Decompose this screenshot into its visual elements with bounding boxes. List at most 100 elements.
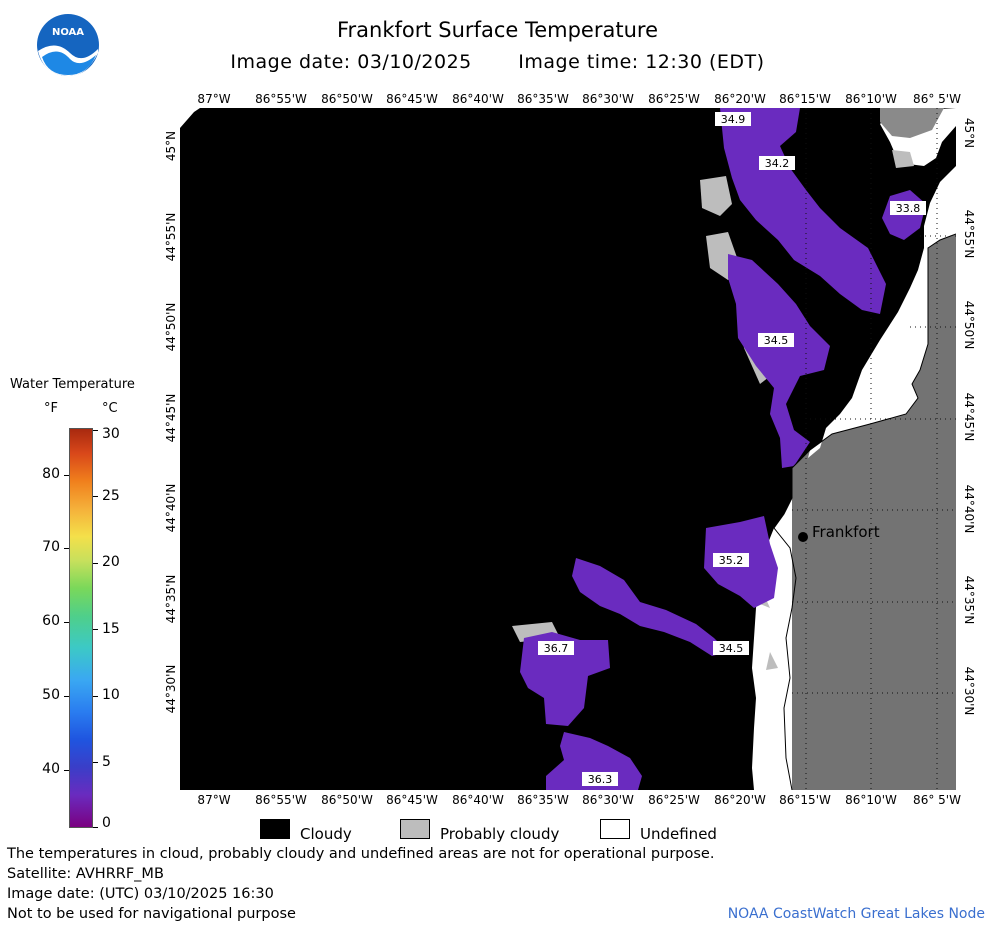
- lon-label-top: 86°35'W: [517, 92, 569, 106]
- temp-label-box: [759, 156, 795, 170]
- lat-label-right: 44°45'N: [962, 392, 976, 442]
- lat-label-left: 44°40'N: [164, 483, 178, 533]
- temperature-labels: 34.9 34.2 33.8 34.5 35.2 36.7 34.5 36.3: [538, 112, 926, 786]
- c-tick: [93, 762, 98, 763]
- lon-label-bottom: 86°15'W: [779, 793, 831, 807]
- lon-label-bottom: 86°45'W: [386, 793, 438, 807]
- city-marker: [798, 532, 808, 542]
- c-tick: [93, 430, 98, 431]
- legend-unit-f: °F: [44, 401, 58, 416]
- lon-label-top: 86°15'W: [779, 92, 831, 106]
- undefined-key-swatch: [600, 819, 630, 839]
- c-tick-label: 10: [102, 687, 120, 703]
- temp-label-box: [715, 112, 751, 126]
- probably-cloudy-key-label: Probably cloudy: [440, 825, 560, 843]
- probably-cloudy-area: [766, 652, 778, 670]
- f-tick-label: 80: [42, 466, 60, 482]
- lat-label-right: 44°40'N: [962, 484, 976, 534]
- c-tick-label: 5: [102, 754, 111, 770]
- lon-label-bottom: 86° 5'W: [913, 793, 961, 807]
- temp-label: 34.5: [764, 334, 789, 347]
- f-tick: [64, 475, 69, 476]
- water-temp-area: [728, 254, 830, 468]
- land-area: [792, 234, 956, 790]
- lon-label-top: 86°45'W: [386, 92, 438, 106]
- shoreline: [773, 233, 956, 790]
- temp-label-box: [890, 201, 926, 215]
- c-tick-label: 30: [102, 426, 120, 442]
- c-tick-label: 0: [102, 815, 111, 831]
- temp-label-box: [758, 333, 794, 347]
- f-tick: [64, 548, 69, 549]
- satellite-text: Satellite: AVHRRF_MB: [7, 866, 164, 882]
- lat-label-left: 44°50'N: [164, 302, 178, 352]
- c-tick: [93, 696, 98, 697]
- lon-label-bottom: 86°25'W: [648, 793, 700, 807]
- f-tick: [64, 770, 69, 771]
- lon-label-bottom: 86°55'W: [255, 793, 307, 807]
- cloudy-key-label: Cloudy: [300, 825, 352, 843]
- f-tick-label: 70: [42, 539, 60, 555]
- lon-label-bottom: 86°35'W: [517, 793, 569, 807]
- f-tick-label: 40: [42, 761, 60, 777]
- image-datetime: Image date: 03/10/2025 Image time: 12:30…: [0, 51, 995, 73]
- temp-label: 36.7: [544, 642, 569, 655]
- utc-date-text: Image date: (UTC) 03/10/2025 16:30: [7, 886, 274, 902]
- c-tick-label: 20: [102, 554, 120, 570]
- temp-label: 36.3: [588, 773, 613, 786]
- undefined-area: [180, 108, 200, 128]
- lat-label-left: 44°30'N: [164, 664, 178, 714]
- city-label: Frankfort: [812, 523, 880, 541]
- lat-label-left: 44°45'N: [164, 393, 178, 443]
- lon-label-bottom: 86°30'W: [582, 793, 634, 807]
- disclaimer-text: The temperatures in cloud, probably clou…: [7, 846, 715, 862]
- credit-text: NOAA CoastWatch Great Lakes Node: [727, 906, 985, 922]
- lon-label-bottom: 86°50'W: [321, 793, 373, 807]
- probably-cloudy-area: [892, 150, 914, 168]
- cloudy-key-swatch: [260, 819, 290, 839]
- lon-label-top: 86°25'W: [648, 92, 700, 106]
- water-temp-area: [572, 558, 728, 656]
- noaa-logo: NOAA: [37, 14, 99, 77]
- image-date: Image date: 03/10/2025: [230, 51, 472, 73]
- lon-label-top: 86°50'W: [321, 92, 373, 106]
- nav-warning-text: Not to be used for navigational purpose: [7, 906, 296, 922]
- lat-label-right: 44°35'N: [962, 575, 976, 625]
- temp-label: 34.9: [721, 113, 746, 126]
- color-scale-bar: [69, 428, 93, 828]
- legend-title: Water Temperature: [10, 377, 135, 392]
- water-temp-area: [520, 632, 610, 726]
- c-tick: [93, 563, 98, 564]
- svg-text:NOAA: NOAA: [52, 27, 84, 38]
- lon-label-top: 86°20'W: [714, 92, 766, 106]
- c-tick-label: 15: [102, 621, 120, 637]
- temp-label: 34.2: [765, 157, 790, 170]
- c-tick: [93, 629, 98, 630]
- legend-unit-c: °C: [102, 401, 118, 416]
- lat-label-left: 44°35'N: [164, 574, 178, 624]
- temp-label-box: [582, 772, 618, 786]
- lat-label-right: 45°N: [962, 117, 976, 149]
- map-title: Frankfort Surface Temperature: [336, 18, 658, 42]
- lat-label-right: 44°55'N: [962, 209, 976, 259]
- probably-cloudy-area: [880, 108, 944, 138]
- temp-label: 33.8: [896, 202, 921, 215]
- lon-label-top: 86°10'W: [845, 92, 897, 106]
- lat-label-right: 44°50'N: [962, 300, 976, 350]
- probably-cloudy-area: [700, 176, 732, 216]
- undefined-key-label: Undefined: [640, 825, 717, 843]
- temp-label-box: [713, 641, 749, 655]
- temp-label-box: [713, 553, 749, 567]
- temp-label: 35.2: [719, 554, 744, 567]
- lon-label-bottom: 87°W: [197, 793, 231, 807]
- lon-label-top: 86°55'W: [255, 92, 307, 106]
- f-tick-label: 60: [42, 613, 60, 629]
- lon-label-bottom: 86°40'W: [452, 793, 504, 807]
- lon-label-bottom: 86°20'W: [714, 793, 766, 807]
- f-tick: [64, 622, 69, 623]
- f-tick: [64, 696, 69, 697]
- image-time: Image time: 12:30 (EDT): [518, 51, 765, 73]
- c-tick: [93, 827, 98, 828]
- temperature-map: 34.9 34.2 33.8 34.5 35.2 36.7 34.5 36.3 …: [180, 108, 956, 790]
- lat-label-left: 45°N: [164, 130, 178, 162]
